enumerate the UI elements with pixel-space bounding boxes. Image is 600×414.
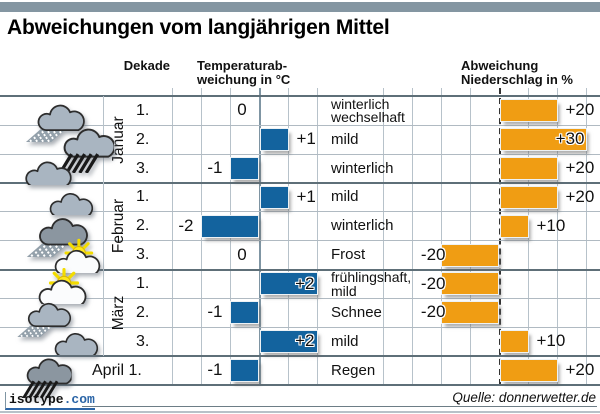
precip-value-label: +20 <box>565 186 595 206</box>
precip-bar <box>500 215 528 237</box>
bottom-rule <box>0 411 600 413</box>
precip-bar <box>500 100 557 122</box>
temp-bar <box>230 302 258 324</box>
temp-gridline <box>172 88 173 385</box>
weather-label: mild <box>331 188 359 206</box>
column-header-decade: Dekade <box>123 58 170 73</box>
temp-bar <box>260 331 317 353</box>
weather-label: mild <box>331 130 359 148</box>
logo-tld: .com <box>63 392 95 407</box>
weather-label: Schnee <box>331 303 382 321</box>
temp-value-label: -1 <box>207 302 223 322</box>
column-header-temperature: Temperaturab- weichung in °C <box>197 58 291 87</box>
weather-label: winterlich <box>331 159 394 177</box>
month-boundary-line <box>0 181 600 184</box>
cloud-icon <box>16 153 78 185</box>
month-label-märz: März <box>110 295 127 331</box>
temp-gridline <box>317 88 318 385</box>
temp-bar <box>230 359 258 381</box>
heavy-rain-cloud-icon <box>14 350 74 398</box>
weather-label: Frost <box>331 246 366 264</box>
precip-gridline <box>586 88 587 385</box>
footer-rule <box>82 406 597 407</box>
month-label-februar: Februar <box>110 199 127 254</box>
temp-value-label: -2 <box>178 215 194 235</box>
temp-zero-axis <box>258 88 261 385</box>
temp-value-label: -1 <box>207 158 223 178</box>
row-line <box>0 326 600 328</box>
decade-label: 3. <box>136 332 150 350</box>
precip-value-label: -20 <box>420 302 446 322</box>
precip-gridline <box>528 88 529 385</box>
decade-label: 1. <box>136 101 150 119</box>
weather-label: winterlich wechselhaft <box>331 95 405 126</box>
month-boundary-line <box>0 384 600 386</box>
month-boundary-line <box>0 95 600 98</box>
precip-bar <box>500 331 528 353</box>
decade-label-april: April 1. <box>92 361 142 379</box>
source-credit: Quelle: donnerwetter.de <box>452 390 596 405</box>
precip-value-label: +10 <box>536 331 566 351</box>
temp-value-label: -1 <box>207 360 223 380</box>
decade-label: 1. <box>136 275 150 293</box>
weather-label: frühlingshaft, mild <box>331 269 412 299</box>
decade-label: 1. <box>136 188 150 206</box>
page-title: Abweichungen vom langjährigen Mittel <box>7 16 390 39</box>
precip-gridline <box>412 88 413 385</box>
precip-gridline <box>557 88 558 385</box>
temp-gridline <box>288 88 289 385</box>
precip-value-label: +30 <box>555 129 585 149</box>
temp-value-label: 0 <box>237 100 247 120</box>
temp-value-label: +1 <box>296 186 316 206</box>
precip-gridline <box>470 88 471 385</box>
precip-gridline <box>383 88 384 385</box>
precip-value-label: +20 <box>565 158 595 178</box>
row-line <box>0 211 600 213</box>
weather-label: Regen <box>331 361 376 379</box>
precip-zero-axis <box>498 88 501 385</box>
precip-value-label: +20 <box>565 360 595 380</box>
logo-name: isotype <box>9 392 64 407</box>
decade-label: 2. <box>136 130 150 148</box>
precip-bar <box>500 129 586 151</box>
precip-value-label: +10 <box>536 215 566 235</box>
isotype-logo: isotype.com <box>5 392 95 410</box>
temp-value-label: +2 <box>295 273 315 293</box>
decade-label: 2. <box>136 303 150 321</box>
decade-label: 3. <box>136 159 150 177</box>
month-boundary-line <box>0 268 600 271</box>
precip-bar <box>441 302 498 324</box>
temp-value-label: +2 <box>295 331 315 351</box>
decade-label: 2. <box>136 217 150 235</box>
precip-value-label: -20 <box>420 244 446 264</box>
month-boundary-line <box>0 355 600 358</box>
decade-label: 3. <box>136 246 150 264</box>
temp-value-label: +1 <box>296 129 316 149</box>
temp-bar <box>201 215 258 237</box>
precip-bar <box>500 157 557 179</box>
precip-value-label: +20 <box>565 100 595 120</box>
precip-bar <box>441 244 498 266</box>
row-line <box>0 240 600 242</box>
weather-label: winterlich <box>331 217 394 235</box>
icon-month-separator <box>103 96 104 357</box>
column-header-precipitation: Abweichung Niederschlag in % <box>461 58 573 87</box>
weather-label: mild <box>331 332 359 350</box>
temp-bar <box>260 186 288 208</box>
precip-bar <box>500 359 557 381</box>
row-line <box>0 297 600 299</box>
precip-bar <box>441 273 498 295</box>
precip-bar <box>500 186 557 208</box>
temp-bar <box>230 157 258 179</box>
row-line <box>0 124 600 126</box>
precip-gridline <box>441 88 442 385</box>
temp-bar <box>260 129 288 151</box>
row-line <box>0 153 600 155</box>
precip-value-label: -20 <box>420 273 446 293</box>
top-accent-bar <box>0 2 600 12</box>
temp-value-label: 0 <box>237 244 247 264</box>
temp-bar <box>260 273 317 295</box>
